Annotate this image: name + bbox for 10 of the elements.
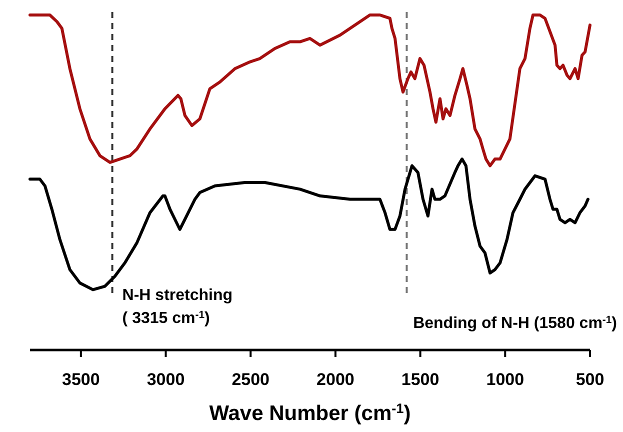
x-tick-label: 1000: [486, 370, 524, 389]
x-tick-label: 2500: [232, 370, 270, 389]
x-tick-label: 3500: [62, 370, 100, 389]
ref-line-label: Bending of N-H (1580 cm$^{-1}$): [413, 314, 617, 332]
x-tick-label: 3000: [146, 370, 185, 389]
ref-line-label: N-H stretching ( 3315 cm$^{-1}$): [122, 287, 233, 327]
x-tick-label: 500: [576, 370, 604, 389]
x-tick-label: 1500: [401, 370, 440, 389]
x-axis-title: Wave Number (cm$^{-1}$): [209, 400, 411, 425]
x-tick-label: 2000: [316, 370, 354, 389]
